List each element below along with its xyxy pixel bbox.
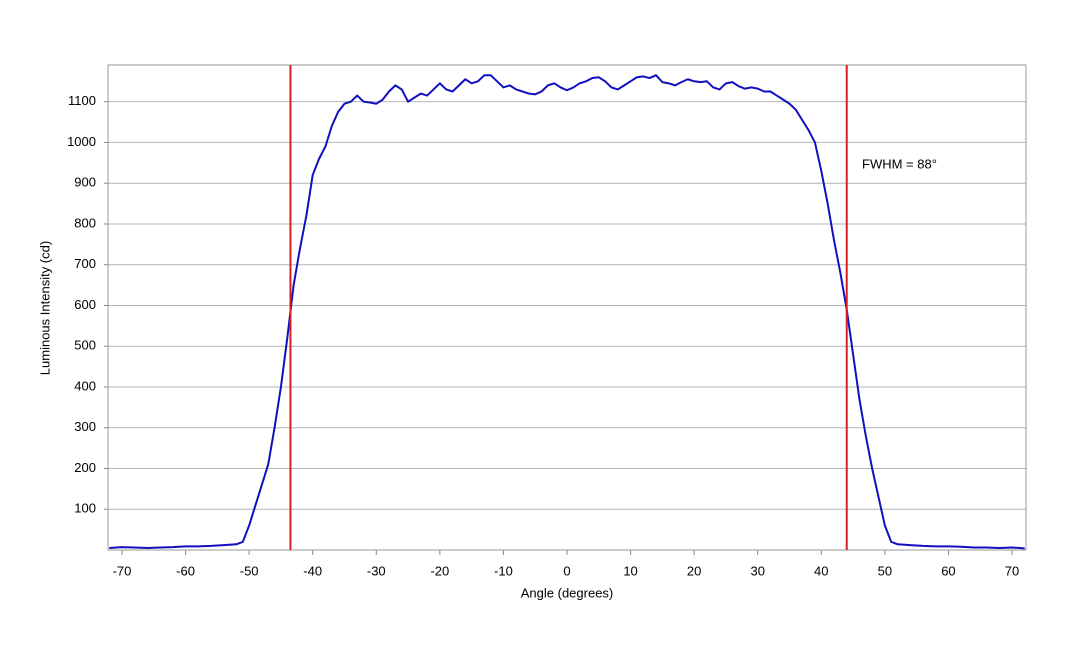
y-tick-label: 100 — [74, 501, 96, 516]
plot-border — [107, 64, 1027, 551]
x-tick-label: 70 — [1005, 563, 1019, 578]
y-tick-label: 1100 — [68, 93, 96, 108]
y-tick-label: 600 — [74, 297, 96, 312]
y-tick-label: 700 — [74, 256, 96, 271]
x-tick-label: -50 — [240, 563, 259, 578]
x-tick-label: -30 — [367, 563, 386, 578]
y-tick-label: 1000 — [67, 134, 96, 149]
y-tick-label: 500 — [74, 338, 96, 353]
x-tick-label: -20 — [430, 563, 449, 578]
y-tick-label: 300 — [74, 419, 96, 434]
x-tick-label: 10 — [623, 563, 637, 578]
data-line — [109, 74, 1025, 550]
x-tick-label: 50 — [878, 563, 892, 578]
x-tick-label: 60 — [941, 563, 955, 578]
y-tick-label: 800 — [74, 215, 96, 230]
y-tick-label: 400 — [74, 378, 96, 393]
x-tick-label: -70 — [113, 563, 132, 578]
y-axis-title: Luminous Intensity (cd) — [37, 241, 52, 375]
annotation: FWHM = 88° — [862, 156, 937, 171]
x-axis-title: Angle (degrees) — [521, 585, 614, 600]
x-tick-label: 0 — [563, 563, 570, 578]
y-tick-label: 900 — [74, 175, 96, 190]
y-tick-label: 200 — [74, 460, 96, 475]
x-tick-label: 30 — [750, 563, 764, 578]
x-tick-label: -40 — [303, 563, 322, 578]
x-tick-label: -60 — [176, 563, 195, 578]
x-tick-label: 20 — [687, 563, 701, 578]
x-tick-label: 40 — [814, 563, 828, 578]
x-tick-label: -10 — [494, 563, 513, 578]
